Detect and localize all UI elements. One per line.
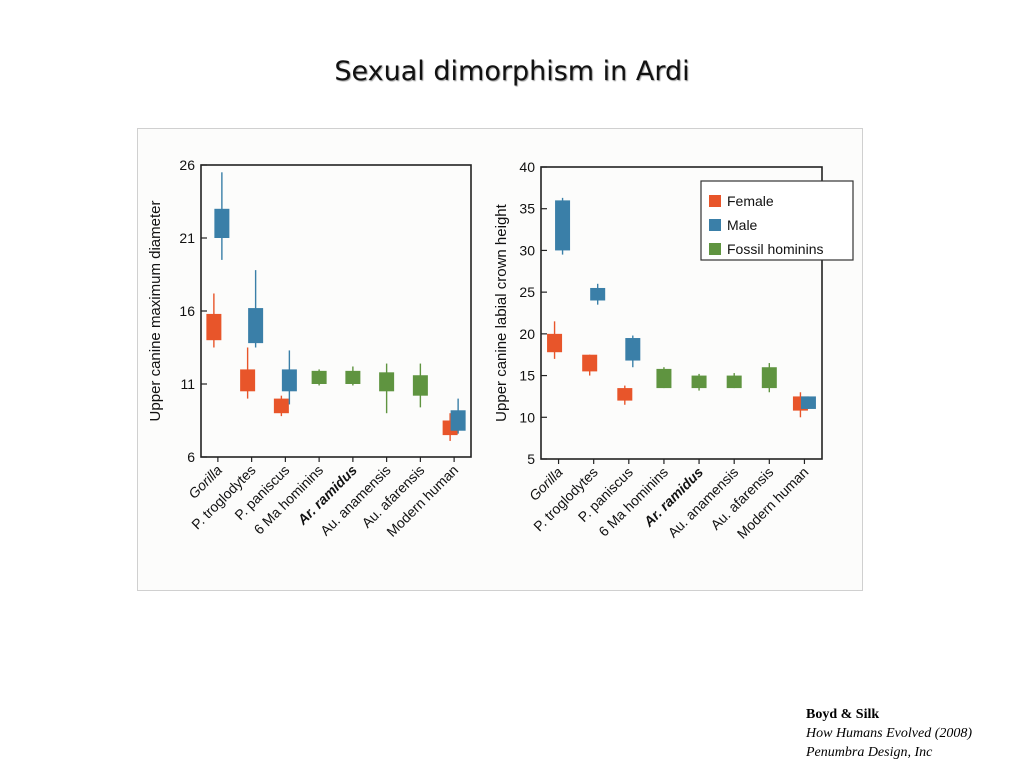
- legend-swatch: [709, 219, 721, 231]
- y-tick-label: 25: [519, 284, 535, 300]
- box-female: [582, 354, 598, 372]
- y-tick-label: 15: [519, 368, 535, 384]
- box-male: [555, 200, 571, 251]
- slide-title: Sexual dimorphism in Ardi: [334, 56, 690, 87]
- y-axis-label: Upper canine maximum diameter: [147, 201, 164, 422]
- box-fossil-hominins: [412, 375, 428, 396]
- box-fossil-hominins: [726, 375, 742, 389]
- y-tick-label: 40: [519, 159, 535, 175]
- box-fossil-hominins: [691, 375, 707, 389]
- legend: Female Male Fossil hominins: [700, 180, 854, 261]
- box-male: [214, 208, 230, 238]
- plot-frame: [540, 166, 823, 460]
- plot-frame: [200, 164, 472, 458]
- y-tick-label: 35: [519, 201, 535, 217]
- credit-design: Penumbra Design, Inc: [806, 745, 933, 760]
- box-male: [248, 308, 264, 344]
- y-tick-label: 21: [179, 230, 195, 246]
- box-fossil-hominins: [761, 367, 777, 389]
- box-male: [590, 287, 606, 301]
- box-male: [450, 410, 466, 431]
- box-male: [281, 369, 297, 392]
- box-fossil-hominins: [345, 370, 361, 384]
- y-tick-label: 16: [179, 303, 195, 319]
- credit-block: Boyd & Silk How Humans Evolved (2008) Pe…: [806, 705, 972, 762]
- box-female: [273, 398, 289, 414]
- legend-swatch: [709, 195, 721, 207]
- box-female: [547, 333, 563, 353]
- credit-authors: Boyd & Silk: [806, 707, 880, 722]
- box-male: [800, 396, 816, 409]
- y-axis-label: Upper canine labial crown height: [493, 203, 510, 421]
- box-fossil-hominins: [656, 368, 672, 389]
- y-tick-label: 10: [519, 409, 535, 425]
- box-fossil-hominins: [379, 372, 395, 392]
- credit-book: How Humans Evolved (2008): [806, 726, 973, 741]
- legend-label: Female: [727, 193, 774, 209]
- legend-frame: [700, 180, 854, 261]
- box-female: [206, 313, 222, 341]
- legend-label: Fossil hominins: [727, 241, 823, 257]
- y-tick-label: 5: [527, 451, 535, 467]
- legend-swatch: [709, 243, 721, 255]
- box-male: [625, 338, 641, 361]
- y-tick-label: 6: [187, 449, 195, 465]
- box-female: [240, 369, 256, 392]
- y-tick-label: 30: [519, 242, 535, 258]
- y-tick-label: 20: [519, 326, 535, 342]
- box-female: [617, 388, 633, 401]
- legend-label: Male: [727, 217, 758, 233]
- y-tick-label: 26: [179, 157, 195, 173]
- chart-figure: 6 11 16 21 26 Gorilla P. troglodytes P. paniscu…: [137, 128, 863, 591]
- y-tick-label: 11: [180, 376, 195, 392]
- box-fossil-hominins: [311, 370, 327, 384]
